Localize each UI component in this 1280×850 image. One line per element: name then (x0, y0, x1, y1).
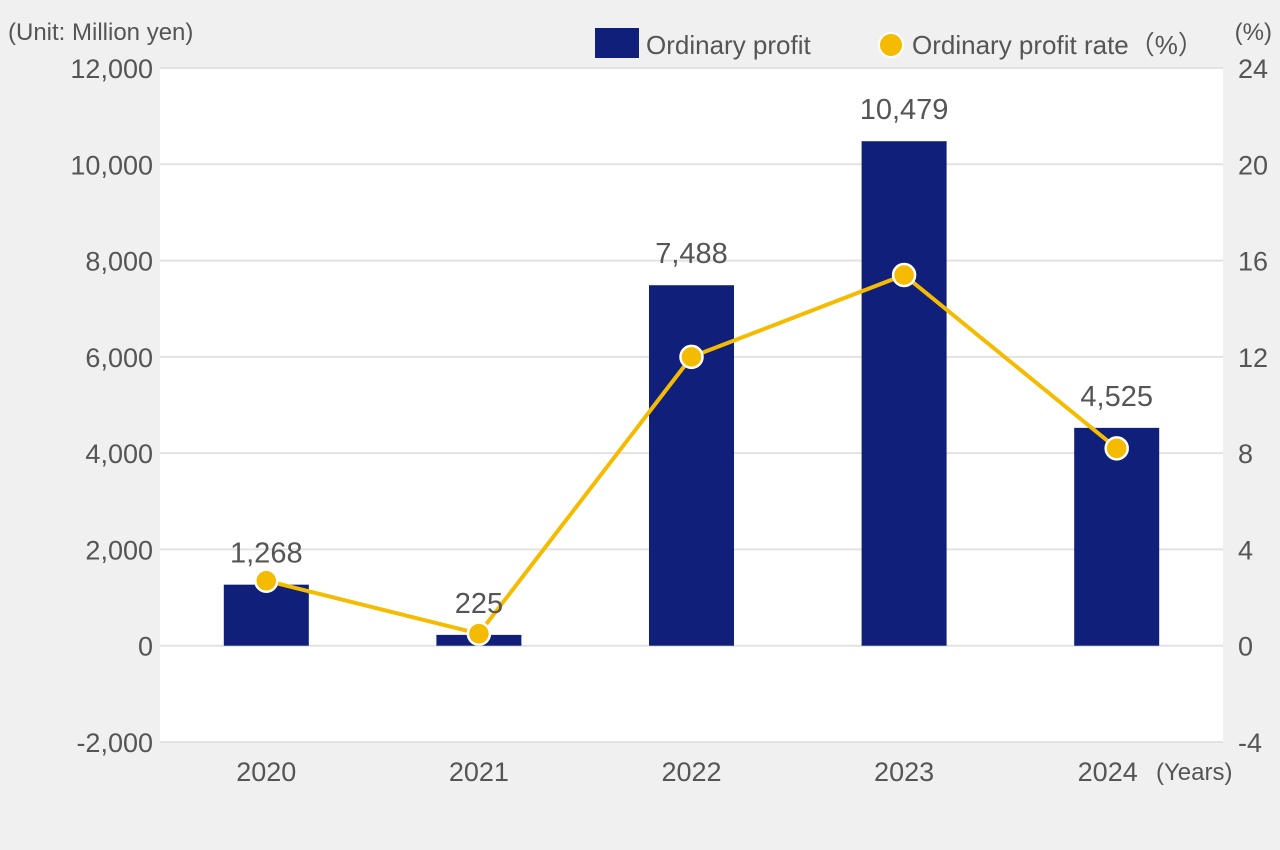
y-tick-label: 0 (138, 632, 153, 662)
y-tick-label: 10,000 (70, 150, 153, 180)
y-tick-label: -2,000 (76, 728, 153, 758)
bar-ordinary-profit (1074, 427, 1160, 646)
y2-tick-label: -4 (1238, 728, 1262, 758)
line-point-marker (466, 621, 492, 646)
y-tick-label: 8,000 (85, 247, 153, 277)
data-labels: 1,268 225 7,488 10,479 4,525 (230, 94, 1153, 620)
line-series (254, 262, 1129, 646)
legend-line-marker (878, 32, 904, 58)
y-tick-label: 2,000 (85, 535, 153, 565)
axes: -2,000 -4 0 0 2,000 4 4,000 8 6,000 12 8,000 16 10,0… (70, 54, 1268, 787)
bar-value-label: 10,479 (860, 94, 949, 126)
legend-line-label: Ordinary profit rate（%） (912, 30, 1204, 60)
bar-value-label: 7,488 (655, 238, 728, 270)
y2-tick-label: 24 (1238, 54, 1268, 84)
bar-value-label: 225 (455, 588, 503, 620)
x-tick-label: 2021 (449, 757, 509, 787)
line-point-marker (891, 262, 917, 288)
y2-tick-label: 16 (1238, 247, 1268, 277)
x-tick-label: 2020 (236, 757, 296, 787)
line-point-marker (1104, 436, 1129, 461)
legend: Ordinary profit Ordinary profit rate（%） (595, 28, 1204, 60)
y2-tick-label: 0 (1238, 632, 1253, 662)
bar-ordinary-profit (649, 285, 734, 646)
bar-ordinary-profit (223, 584, 309, 646)
y2-tick-label: 4 (1238, 535, 1253, 565)
legend-bar-label: Ordinary profit (646, 30, 811, 60)
y-tick-label: 6,000 (85, 343, 153, 373)
y-axis-unit-label: (Unit: Million yen) (8, 19, 193, 46)
line-point-marker (679, 344, 704, 370)
bar-ordinary-profit (861, 141, 947, 646)
x-tick-label: 2022 (661, 757, 721, 787)
x-tick-label: 2023 (874, 757, 934, 787)
x-axis-unit-label: (Years) (1156, 759, 1232, 786)
y2-tick-label: 12 (1238, 343, 1268, 373)
legend-bar-swatch (595, 28, 639, 58)
bar-value-label: 1,268 (230, 538, 303, 570)
y2-axis-unit-label: (%) (1235, 19, 1272, 46)
bar-value-label: 4,525 (1080, 381, 1153, 413)
y2-tick-label: 20 (1238, 150, 1268, 180)
y-tick-label: 4,000 (85, 439, 153, 469)
line-point-marker (254, 568, 279, 593)
y-tick-label: 12,000 (70, 54, 153, 84)
x-tick-label: 2024 (1078, 757, 1138, 787)
y2-tick-label: 8 (1238, 439, 1253, 469)
